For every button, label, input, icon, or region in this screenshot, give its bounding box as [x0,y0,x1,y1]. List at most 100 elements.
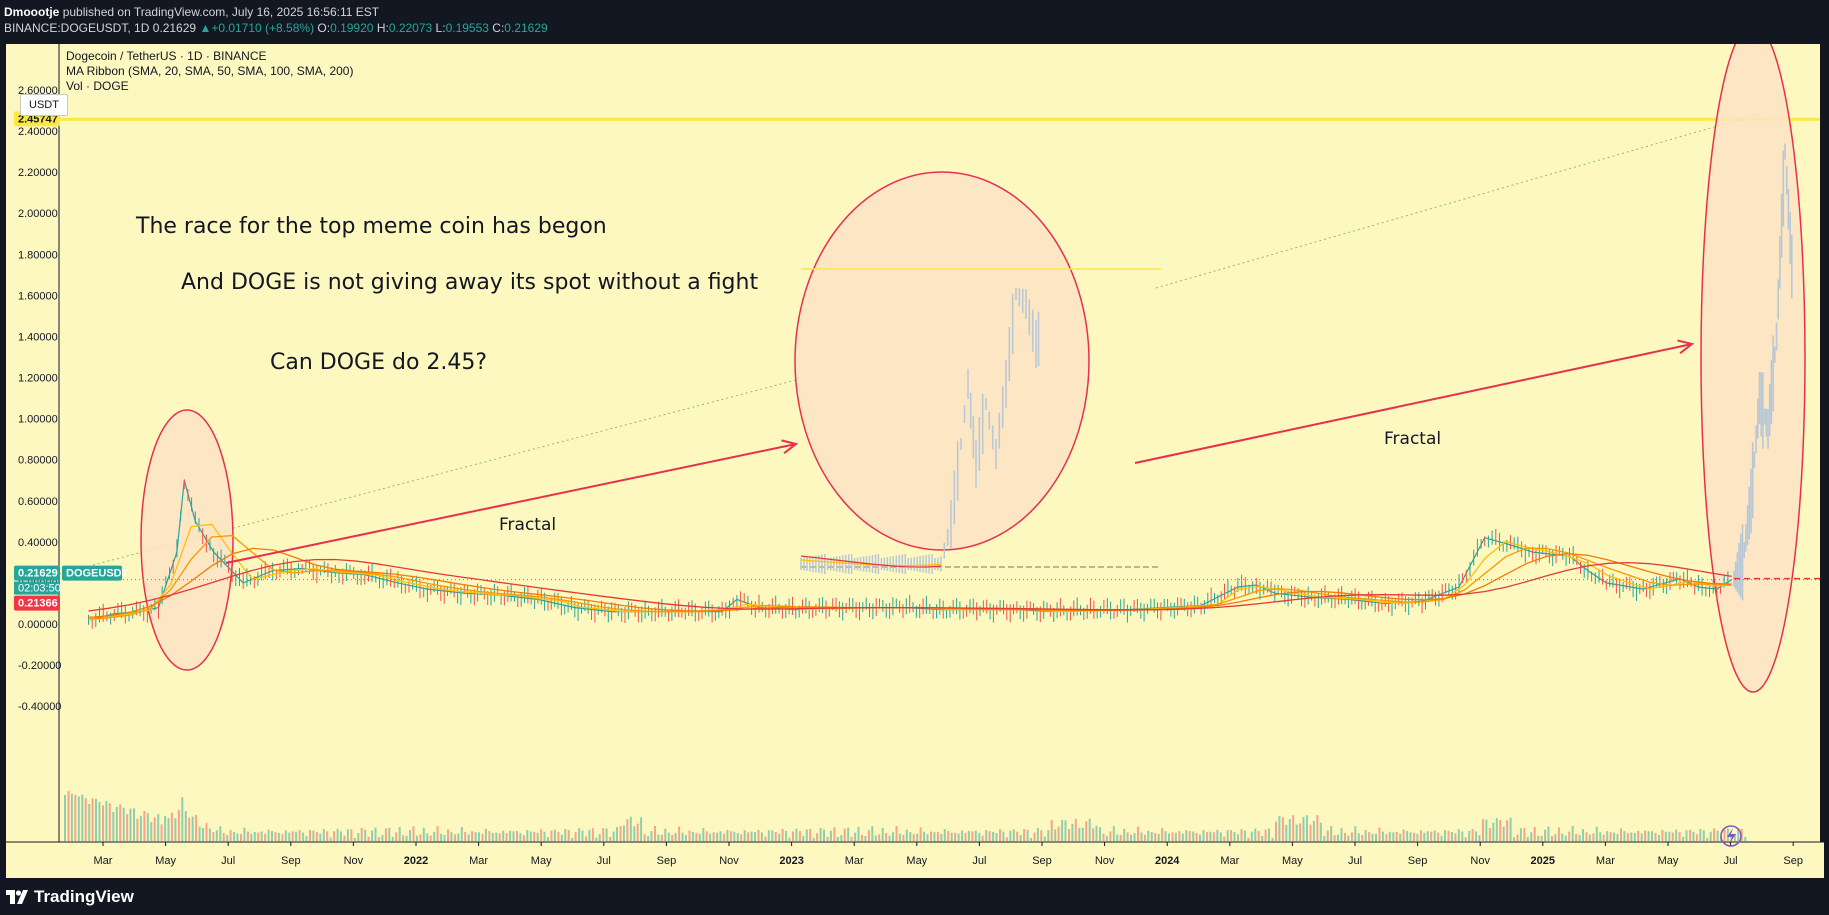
volume-bar [1295,824,1298,842]
volume-bar [1199,834,1201,842]
volume-bar [1119,834,1122,842]
volume-bar [1299,823,1302,842]
volume-bar [871,826,874,842]
y-tick-label: 1.60000 [18,290,58,302]
volume-bar [136,818,139,842]
tradingview-brand[interactable]: TradingView [6,886,134,908]
volume-bar [878,834,881,842]
volume-bar [343,835,346,842]
volume-bar [284,830,287,842]
volume-bar [1309,824,1312,842]
x-tick-label: Nov [1470,855,1490,867]
volume-bar [671,835,674,842]
volume-bar [585,836,587,842]
volume-bar [809,828,812,842]
volume-bar [333,831,336,842]
volume-bar [1699,829,1702,842]
x-tick-label: Mar [1220,855,1239,867]
y-tick-label: -0.20000 [18,660,61,672]
volume-bar [664,828,667,842]
volume-bar [350,829,353,842]
volume-bar [1116,834,1119,842]
volume-bar [999,829,1001,842]
volume-bar [1568,831,1571,842]
volume-bar [543,831,546,842]
volume-bar [1112,826,1115,842]
volume-bar [1016,831,1019,842]
ma-value-tag[interactable] [14,595,60,611]
countdown-tag-label: 02:03:50 [18,583,61,595]
volume-bar [712,832,715,842]
volume-bar [277,833,280,842]
volume-bar [578,828,581,842]
volume-bar [1209,831,1212,842]
volume-bar [1216,829,1219,842]
lightning-icon[interactable] [1720,825,1742,847]
volume-bar [1423,832,1426,842]
volume-bar [1585,832,1588,842]
volume-bar [629,816,632,842]
volume-bar [250,833,253,842]
volume-bar [181,797,184,842]
volume-bar [1413,832,1415,842]
fractal-arrow-1-head [781,439,799,454]
volume-bar [574,832,577,842]
volume-bar [1071,823,1074,842]
current-price-tag[interactable] [14,565,60,581]
volume-bar [1281,817,1284,842]
volume-bar [160,824,163,842]
unit-label[interactable]: USDT [20,94,68,116]
volume-bar [1237,834,1239,842]
price-chart[interactable]: 2.600002.400002.200002.000001.800001.600… [6,44,1824,878]
volume-bar [340,831,342,842]
volume-bar [1526,836,1529,842]
volume-bar [874,835,877,842]
target-level-tag-label: 2.45747 [18,113,58,125]
volume-bar [88,803,91,842]
volume-bar [571,838,574,842]
volume-bar [736,833,739,842]
volume-bar [1292,815,1295,842]
chart-frame[interactable]: 2.60000 2.40000 2.20000 2.00000 1.80000 1.600… [6,44,1824,878]
volume-bar [198,826,201,842]
volume-bar [967,830,970,842]
volume-bar [236,833,239,842]
y-tick-label: 2.20000 [18,167,58,179]
y-tick-label: 1.40000 [18,331,58,343]
volume-bar [826,836,829,842]
publication-header: Dmoootje published on TradingView.com, J… [0,0,1829,44]
volume-bar [233,832,236,842]
volume-bar [974,830,977,842]
volume-bar [460,827,463,842]
volume-bar [229,830,232,842]
volume-bar [412,826,415,842]
volume-bar [609,837,612,842]
volume-bar [1026,829,1029,842]
x-tick-label: 2023 [779,855,803,867]
volume-bar [840,835,843,842]
volume-bar [861,835,863,842]
highlight-ellipse-fractal[interactable] [794,171,1090,551]
highlight-ellipse-projection[interactable] [1700,44,1806,693]
fractal-arrow-2[interactable] [1134,343,1693,464]
author-name[interactable]: Dmoootje [4,5,60,19]
volume-bar [1240,829,1243,842]
fractal-arrow-1[interactable] [225,443,797,564]
x-tick-label: Nov [1095,855,1115,867]
x-tick-label: Sep [657,855,677,867]
y-tick-label: 0.00000 [18,619,58,631]
volume-bar [391,836,394,842]
volume-bar [985,830,988,842]
volume-bar [398,827,401,842]
volume-bar [184,811,187,842]
volume-bar [1019,835,1022,842]
volume-bar [1461,831,1464,842]
volume-bar [678,826,681,842]
volume-bar [602,828,605,842]
volume-bar [329,837,332,842]
volume-bar [1088,818,1091,842]
lightning-icon-bolt [1727,828,1736,844]
volume-bar [1651,831,1653,842]
close-label: C: [492,21,505,35]
volume-bar [1695,834,1698,842]
